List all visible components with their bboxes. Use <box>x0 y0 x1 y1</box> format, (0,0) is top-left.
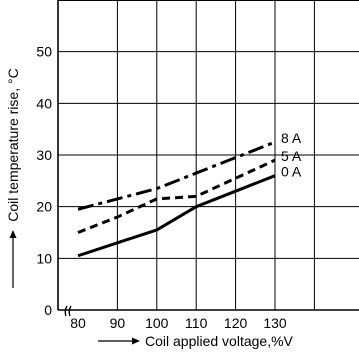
y-axis-arrow-head <box>9 230 17 238</box>
y-axis-title-group: Coil temperature rise, °C <box>5 68 21 288</box>
y-tick-label: 30 <box>36 147 52 163</box>
y-tick-label: 0 <box>44 302 52 318</box>
x-tick-label: 80 <box>70 315 86 331</box>
x-tick-labels: 80 90 100 110 120 130 <box>70 315 287 331</box>
x-axis-arrow-head <box>132 337 140 345</box>
series-line-2 <box>77 158 276 234</box>
series-label-1: 8 A <box>281 130 302 146</box>
axis-break-mark <box>64 305 72 317</box>
x-axis-title: Coil applied voltage,%V <box>145 333 294 349</box>
plot-frame <box>57 0 359 311</box>
x-tick-label: 100 <box>145 315 169 331</box>
y-tick-label: 20 <box>36 199 52 215</box>
y-tick-label: 40 <box>36 95 52 111</box>
series-line-3 <box>77 174 276 258</box>
grid <box>58 0 359 310</box>
x-axis-title-group: Coil applied voltage,%V <box>98 333 294 349</box>
x-tick-label: 130 <box>263 315 287 331</box>
series-label-2: 5 A <box>281 148 302 164</box>
series-line-1 <box>77 140 276 211</box>
x-tick-label: 120 <box>224 315 248 331</box>
series-group <box>77 140 276 258</box>
x-tick-label: 110 <box>185 315 208 331</box>
series-label-3: 0 A <box>281 164 302 180</box>
y-axis-title: Coil temperature rise, °C <box>5 68 21 221</box>
y-tick-label: 50 <box>36 44 52 60</box>
x-tick-label: 90 <box>110 315 126 331</box>
y-tick-labels: 0 10 20 30 40 50 <box>36 44 52 318</box>
series-labels: 8 A 5 A0 A <box>281 130 302 180</box>
y-tick-label: 10 <box>36 250 52 266</box>
